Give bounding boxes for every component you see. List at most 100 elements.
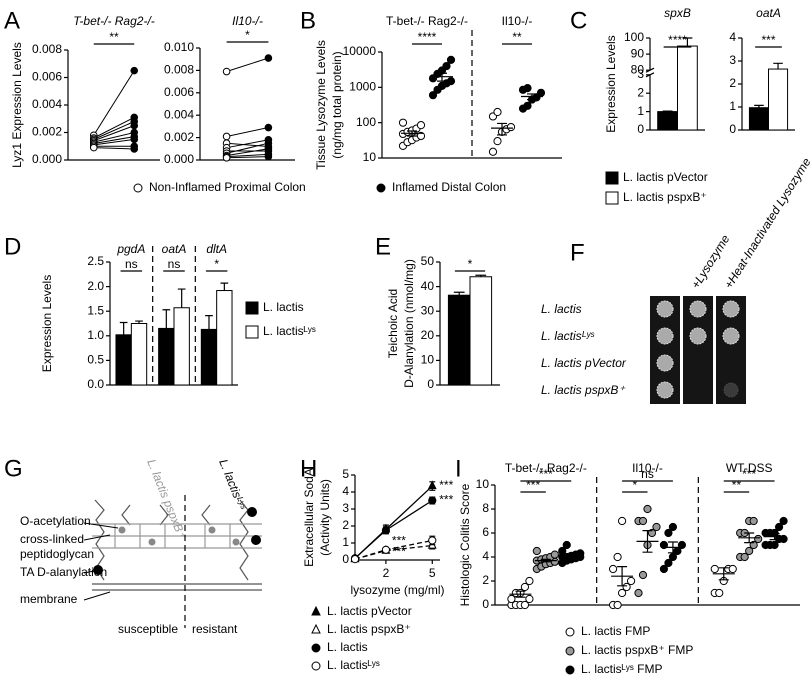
significance-label: *** — [392, 534, 406, 548]
y-tick-label: 0 — [729, 122, 736, 136]
y-axis-label: Expression Levels — [40, 275, 54, 372]
bar — [469, 276, 493, 386]
y-axis-label: D-Alanylation (nmol/mg) — [402, 259, 416, 388]
point — [222, 153, 231, 162]
y-axis-label: (Activity Units) — [318, 479, 332, 556]
point — [749, 516, 758, 526]
point — [638, 570, 648, 580]
category-label: oatA — [162, 242, 187, 256]
y-tick-label: 1 — [637, 104, 644, 118]
chart-title: Il10-/- — [232, 14, 263, 28]
point — [493, 107, 502, 117]
sem-bar — [540, 558, 551, 563]
y-tick-label: 0.004 — [164, 107, 194, 121]
pair-line — [226, 139, 269, 149]
strain-label: L. lactis pspxB⁺ — [144, 457, 189, 541]
pair-line — [226, 127, 269, 137]
point — [647, 528, 657, 538]
y-tick-label: 50 — [421, 254, 435, 268]
point — [525, 576, 534, 586]
category-label: pgdA — [116, 242, 145, 256]
y-tick-label: 2.0 — [87, 279, 104, 293]
group-label: WT-DSS — [726, 461, 773, 475]
significance-label: ** — [512, 30, 522, 44]
error-bar — [682, 37, 693, 47]
pair-line — [93, 147, 135, 150]
y-tick-label: 20 — [421, 328, 435, 342]
significance-label: ns — [168, 257, 181, 271]
legend-label: L. lactis — [263, 300, 304, 314]
y-tick-label: 30 — [421, 303, 435, 317]
y-axis-label: Expression Levels — [604, 35, 618, 132]
significance-label: ns — [641, 467, 654, 481]
legend-label: L. lactis pspxB⁺ FMP — [581, 643, 693, 657]
point — [523, 101, 532, 110]
point — [264, 54, 273, 62]
colony-spot — [656, 354, 674, 372]
colony-spot — [689, 327, 707, 345]
group-label: Il10-/- — [632, 461, 663, 475]
y-tick-label: 3 — [637, 67, 644, 81]
y-axis-label: Extracellular SodA — [302, 468, 316, 567]
significance-label: * — [245, 28, 250, 42]
point — [715, 588, 724, 598]
chart-title: spxB — [664, 6, 691, 20]
sem-bar — [718, 567, 729, 581]
x-tick-label: 5 — [429, 566, 436, 580]
y-tick-label: 0 — [427, 377, 434, 391]
y-tick-label: 4 — [342, 484, 349, 498]
point — [416, 121, 426, 130]
point — [638, 516, 648, 526]
chart-title: oatA — [756, 6, 781, 20]
y-tick-label: 2 — [637, 85, 644, 99]
bar — [158, 327, 175, 386]
strain-label: L. lactisᴸʸˢ — [216, 457, 249, 513]
plate-well — [716, 350, 746, 377]
y-tick-label: 0 — [482, 597, 489, 611]
panel-letter: D — [4, 233, 21, 260]
panel-letter: G — [4, 455, 23, 482]
pair-line — [226, 156, 269, 159]
side-label: susceptible — [118, 622, 178, 636]
alanyl-group — [93, 565, 103, 575]
sem-bar — [769, 533, 780, 541]
point — [617, 588, 627, 598]
colony-spot — [689, 300, 707, 318]
group-label: Il10-/- — [502, 14, 533, 28]
y-tick-label: 3 — [729, 53, 736, 67]
error-bar — [453, 291, 465, 296]
x-axis-label: lysozyme (mg/ml) — [350, 583, 444, 597]
legend-label: L. lactisᴸʸˢ FMP — [581, 662, 663, 676]
point — [376, 183, 386, 193]
acetyl-group — [148, 538, 156, 546]
significance-label: *** — [526, 478, 540, 492]
y-tick-label: 10 — [476, 477, 490, 491]
colony-spot — [656, 381, 674, 399]
pair-line — [226, 142, 269, 154]
point — [652, 522, 661, 532]
point — [558, 546, 567, 556]
y-tick-label: 0.008 — [32, 42, 62, 56]
row-label: L. lactis pspxB⁺ — [541, 383, 626, 397]
pair-line — [93, 121, 135, 140]
error-bar — [162, 309, 171, 329]
point — [311, 623, 321, 634]
point — [728, 564, 737, 574]
y-tick-label: 2 — [482, 573, 489, 587]
point — [532, 546, 541, 556]
point — [779, 516, 788, 526]
error-bar — [135, 320, 143, 324]
bar — [677, 45, 698, 131]
point — [442, 61, 451, 71]
y-tick-label: 100 — [624, 30, 644, 44]
point — [608, 564, 618, 574]
pair-line — [226, 153, 269, 158]
glycan-strands — [94, 499, 249, 581]
y-tick-label: 10000 — [343, 44, 377, 58]
y-tick-label: 2 — [342, 518, 349, 532]
point — [488, 147, 498, 156]
point — [664, 528, 673, 538]
y-tick-label: 0.006 — [32, 70, 62, 84]
y-axis-label: (ng/mg total protein) — [330, 51, 344, 158]
pointer-lines — [83, 522, 119, 601]
